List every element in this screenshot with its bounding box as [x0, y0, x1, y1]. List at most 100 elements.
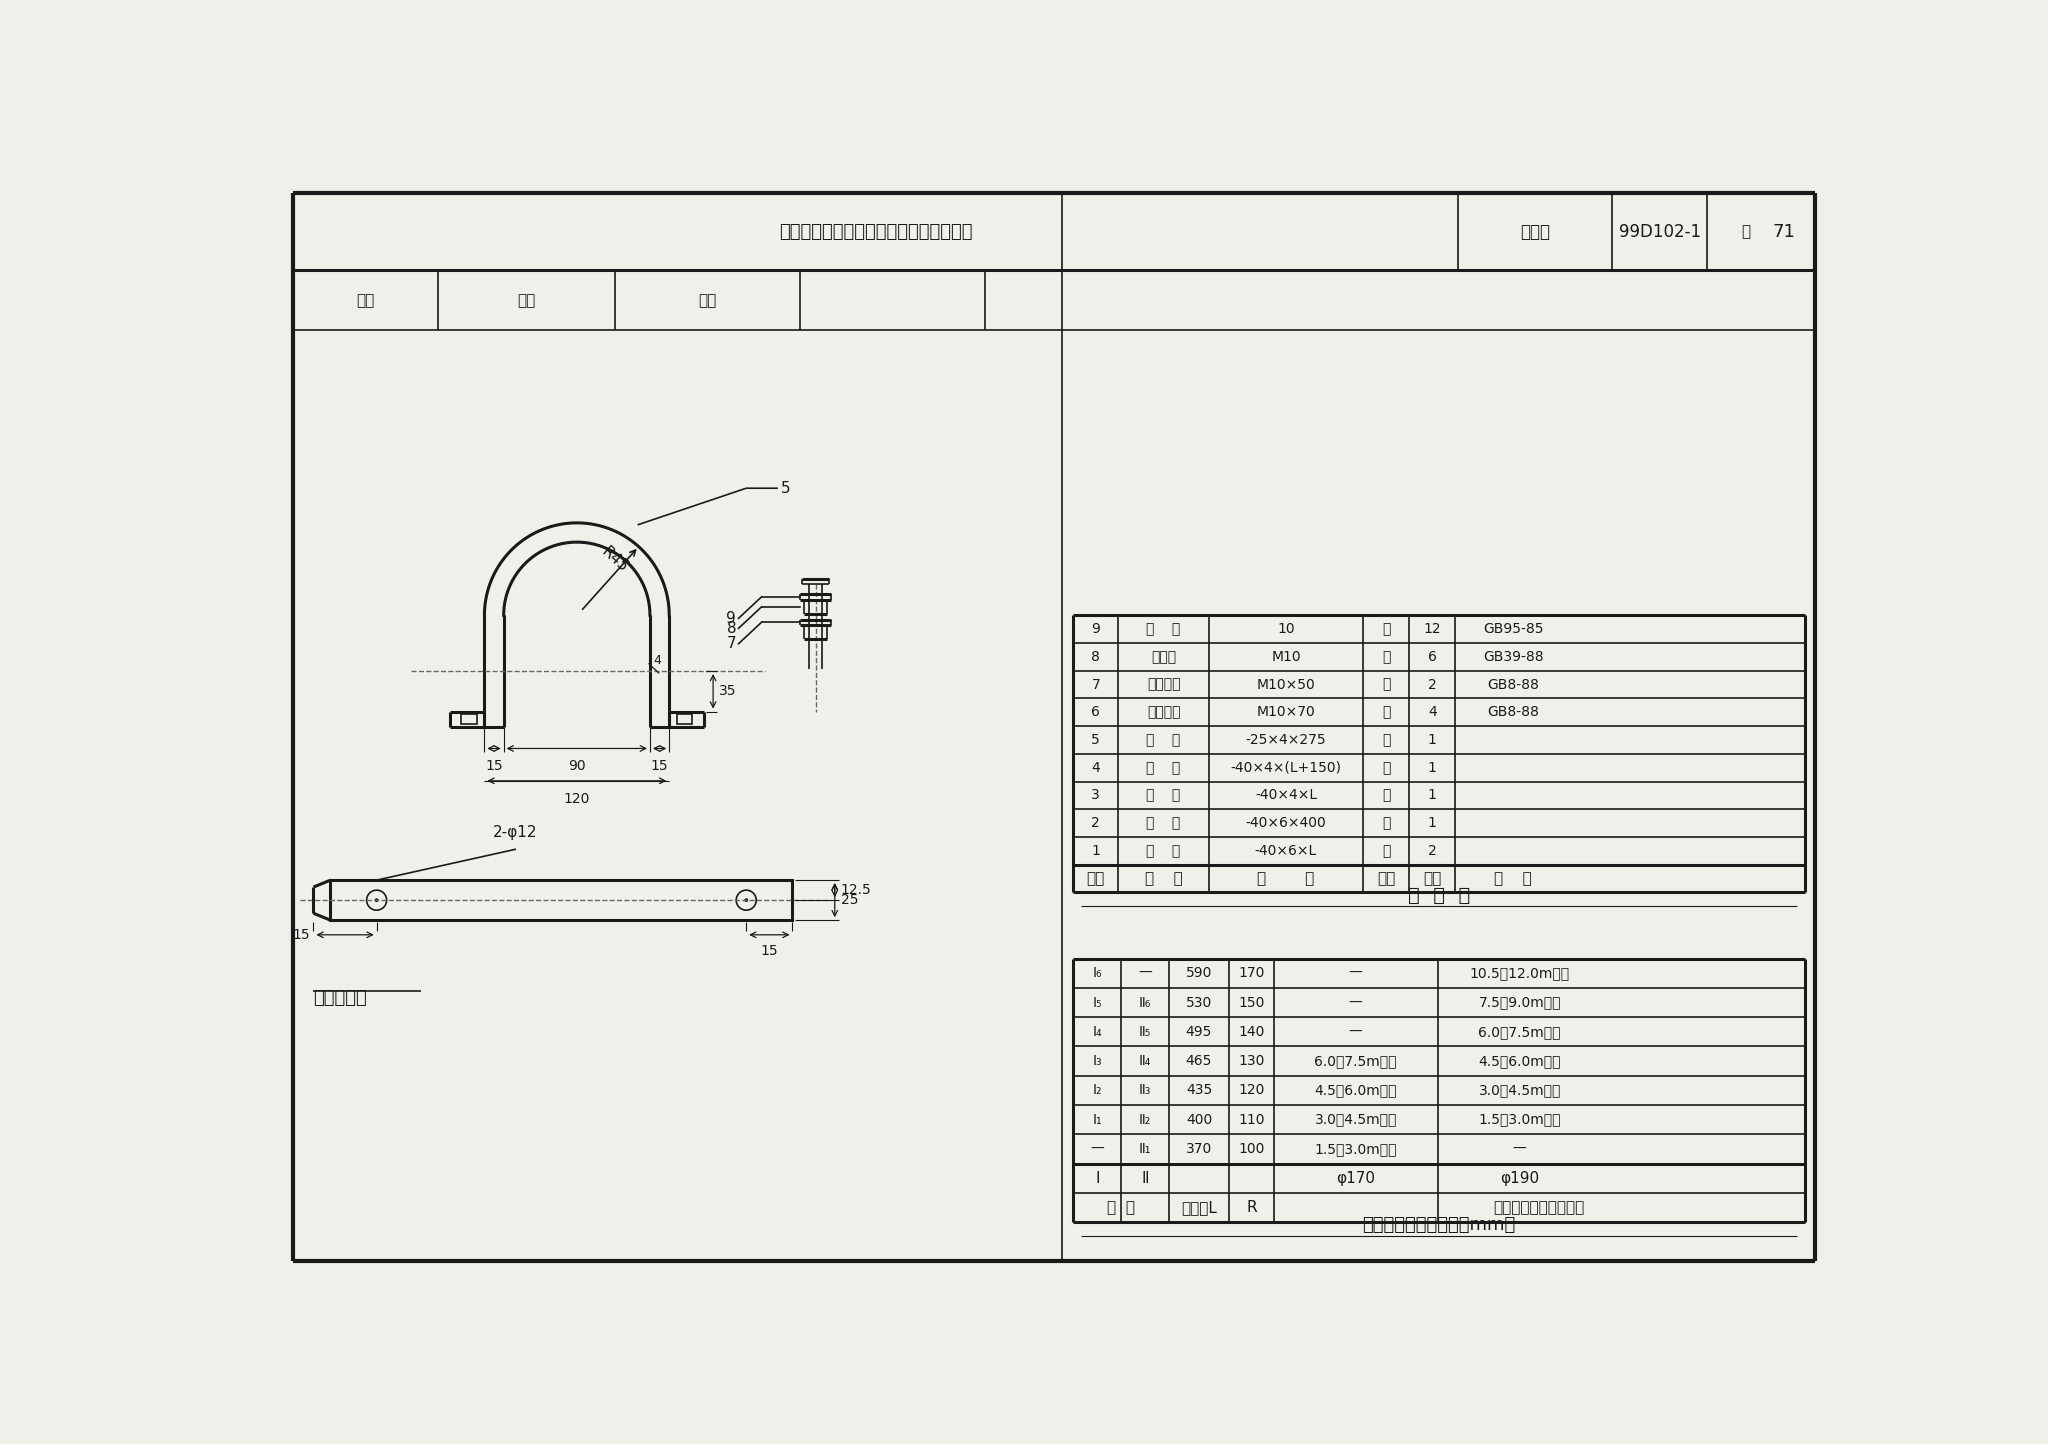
Text: 6.0～7.5m以内: 6.0～7.5m以内 [1479, 1025, 1561, 1038]
Text: 个: 个 [1382, 705, 1391, 719]
Text: 操作杆卡笼: 操作杆卡笼 [313, 989, 367, 1008]
Text: 4.5～6.0m以内: 4.5～6.0m以内 [1315, 1083, 1397, 1097]
Text: 2-φ12: 2-φ12 [494, 825, 537, 840]
Text: GB39-88: GB39-88 [1483, 650, 1544, 664]
Text: 1: 1 [1427, 761, 1438, 775]
Text: 方头螺栓: 方头螺栓 [1147, 705, 1180, 719]
Text: 扁    锂: 扁 锂 [1147, 816, 1182, 830]
Text: 12: 12 [1423, 622, 1442, 637]
Text: Ⅰ₂: Ⅰ₂ [1092, 1083, 1102, 1097]
Text: —: — [1090, 1142, 1104, 1155]
Text: 400: 400 [1186, 1113, 1212, 1126]
Text: 个: 个 [1382, 650, 1391, 664]
Text: 方螺母: 方螺母 [1151, 650, 1176, 664]
Text: 8: 8 [1092, 650, 1100, 664]
Text: 下料长L: 下料长L [1182, 1200, 1217, 1214]
Text: 块: 块 [1382, 788, 1391, 803]
Text: Ⅰ₃: Ⅰ₃ [1092, 1054, 1102, 1069]
Text: 9: 9 [727, 611, 735, 625]
Text: 设计: 设计 [698, 293, 717, 308]
Text: 2: 2 [1427, 677, 1436, 692]
Text: 型  号: 型 号 [1108, 1200, 1135, 1214]
Text: 3: 3 [1092, 788, 1100, 803]
Bar [678, 713, 692, 723]
Text: GB95-85: GB95-85 [1483, 622, 1544, 637]
Text: R45: R45 [598, 544, 631, 575]
Text: 校对: 校对 [518, 293, 537, 308]
Text: -40×6×400: -40×6×400 [1245, 816, 1327, 830]
Text: 435: 435 [1186, 1083, 1212, 1097]
Text: 140: 140 [1239, 1025, 1264, 1038]
Text: 1.5～3.0m以内: 1.5～3.0m以内 [1315, 1142, 1397, 1155]
Text: 8: 8 [727, 621, 735, 635]
Text: 块: 块 [1382, 761, 1391, 775]
Text: —: — [1350, 966, 1362, 980]
Text: 4.5～6.0m以内: 4.5～6.0m以内 [1479, 1054, 1561, 1069]
Text: 7.5～9.0m以内: 7.5～9.0m以内 [1479, 995, 1561, 1009]
Text: Ⅱ₅: Ⅱ₅ [1139, 1025, 1151, 1038]
Text: Ⅱ₁: Ⅱ₁ [1139, 1142, 1151, 1155]
Text: 10: 10 [1278, 622, 1294, 637]
Text: 15: 15 [651, 760, 668, 773]
Text: M10: M10 [1272, 650, 1300, 664]
Text: 7: 7 [727, 637, 735, 651]
Text: 7: 7 [1092, 677, 1100, 692]
Text: 150: 150 [1239, 995, 1264, 1009]
Text: φ190: φ190 [1499, 1171, 1540, 1186]
Text: 15: 15 [760, 944, 778, 957]
Text: 附    注: 附 注 [1495, 871, 1532, 887]
Text: 1.5～3.0m以内: 1.5～3.0m以内 [1479, 1113, 1561, 1126]
Text: Ⅱ₄: Ⅱ₄ [1139, 1054, 1151, 1069]
Text: Ⅱ: Ⅱ [1141, 1171, 1149, 1186]
Text: 35: 35 [719, 684, 737, 699]
Text: -40×4×L: -40×4×L [1255, 788, 1317, 803]
Text: 110: 110 [1239, 1113, 1264, 1126]
Text: 370: 370 [1186, 1142, 1212, 1155]
Text: -40×4×(L+150): -40×4×(L+150) [1231, 761, 1341, 775]
Text: 4: 4 [653, 654, 662, 667]
Text: 590: 590 [1186, 966, 1212, 980]
Text: -40×6×L: -40×6×L [1255, 843, 1317, 858]
Text: Ⅰ₁: Ⅰ₁ [1092, 1113, 1102, 1126]
Text: 1: 1 [1092, 843, 1100, 858]
Text: 2: 2 [1092, 816, 1100, 830]
Text: 个: 个 [1382, 677, 1391, 692]
Bar [461, 713, 477, 723]
Text: 4: 4 [1092, 761, 1100, 775]
Text: GB8-88: GB8-88 [1487, 677, 1540, 692]
Text: 坠    圈: 坠 圈 [1147, 622, 1182, 637]
Text: 6: 6 [1092, 705, 1100, 719]
Text: 15: 15 [485, 760, 504, 773]
Text: Ⅱ₃: Ⅱ₃ [1139, 1083, 1151, 1097]
Text: 1: 1 [1427, 816, 1438, 830]
Text: 10.5～12.0m以内: 10.5～12.0m以内 [1470, 966, 1569, 980]
Text: 材  料  表: 材 料 表 [1409, 885, 1470, 905]
Text: 1: 1 [1427, 788, 1438, 803]
Text: 6: 6 [1427, 650, 1438, 664]
Text: 120: 120 [563, 791, 590, 806]
Text: —: — [1350, 995, 1362, 1009]
Text: φ170: φ170 [1335, 1171, 1374, 1186]
Text: 数量: 数量 [1423, 871, 1442, 887]
Text: GB8-88: GB8-88 [1487, 705, 1540, 719]
Text: Ⅰ₄: Ⅰ₄ [1092, 1025, 1102, 1038]
Text: Ⅰ₅: Ⅰ₅ [1092, 995, 1102, 1009]
Text: 530: 530 [1186, 995, 1212, 1009]
Text: 扁    锂: 扁 锂 [1147, 843, 1182, 858]
Text: 扁    锂: 扁 锂 [1147, 734, 1182, 747]
Text: 100: 100 [1239, 1142, 1264, 1155]
Text: 块: 块 [1382, 816, 1391, 830]
Text: 序号: 序号 [1087, 871, 1106, 887]
Text: —: — [1350, 1025, 1362, 1038]
Text: 扁    锂: 扁 锂 [1147, 788, 1182, 803]
Text: 6.0～7.5m以内: 6.0～7.5m以内 [1315, 1054, 1397, 1069]
Text: 1: 1 [1427, 734, 1438, 747]
Text: Ⅰ₆: Ⅰ₆ [1092, 966, 1102, 980]
Text: 71: 71 [1774, 222, 1796, 241]
Text: 审核: 审核 [356, 293, 375, 308]
Bar [330, 881, 793, 920]
Text: 495: 495 [1186, 1025, 1212, 1038]
Text: —: — [1139, 966, 1151, 980]
Text: 2: 2 [1427, 843, 1436, 858]
Text: 5: 5 [1092, 734, 1100, 747]
